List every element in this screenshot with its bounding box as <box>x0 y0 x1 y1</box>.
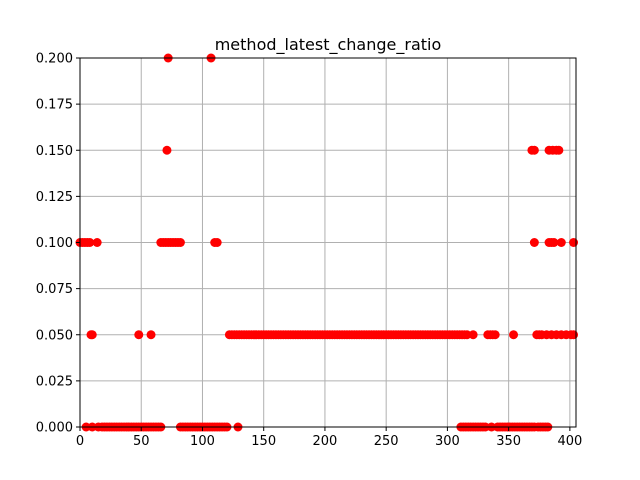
y-tick-label: 0.125 <box>36 190 73 205</box>
data-point <box>162 145 172 155</box>
data-point <box>468 330 478 340</box>
y-tick-label: 0.025 <box>36 374 73 389</box>
x-tick-label: 50 <box>133 434 150 449</box>
y-tick-label: 0.075 <box>36 282 73 297</box>
axis-ticks: 0 50 100 150 200 250 300 350 400 0.000 0.025 0.050 0… <box>36 52 583 450</box>
data-point <box>549 238 559 247</box>
data-point <box>85 238 95 247</box>
x-tick-label: 300 <box>435 434 460 449</box>
data-point <box>569 238 579 247</box>
y-tick-label: 0.200 <box>36 52 73 67</box>
y-tick-label: 0.150 <box>36 144 73 159</box>
data-point <box>175 238 185 247</box>
x-tick-label: 400 <box>557 434 582 449</box>
data-point <box>554 145 564 155</box>
data-point <box>212 238 222 247</box>
x-tick-label: 150 <box>251 434 276 449</box>
x-tick-label: 200 <box>313 434 338 449</box>
y-tick-label: 0.000 <box>36 421 73 436</box>
data-point <box>529 238 539 247</box>
y-tick-label: 0.100 <box>36 236 73 251</box>
data-point <box>92 238 102 247</box>
data-point <box>490 330 500 340</box>
data-point <box>87 330 97 340</box>
data-point <box>529 145 539 155</box>
data-point <box>569 330 579 340</box>
data-point <box>134 330 144 340</box>
x-tick-label: 250 <box>374 434 399 449</box>
data-point <box>556 238 566 247</box>
data-point <box>509 330 519 340</box>
y-tick-label: 0.175 <box>36 98 73 113</box>
y-tick-label: 0.050 <box>36 328 73 343</box>
x-tick-label: 100 <box>190 434 215 449</box>
data-point <box>146 330 156 340</box>
x-tick-label: 350 <box>496 434 521 449</box>
chart-title: method_latest_change_ratio <box>215 35 442 55</box>
x-tick-label: 0 <box>76 434 84 449</box>
